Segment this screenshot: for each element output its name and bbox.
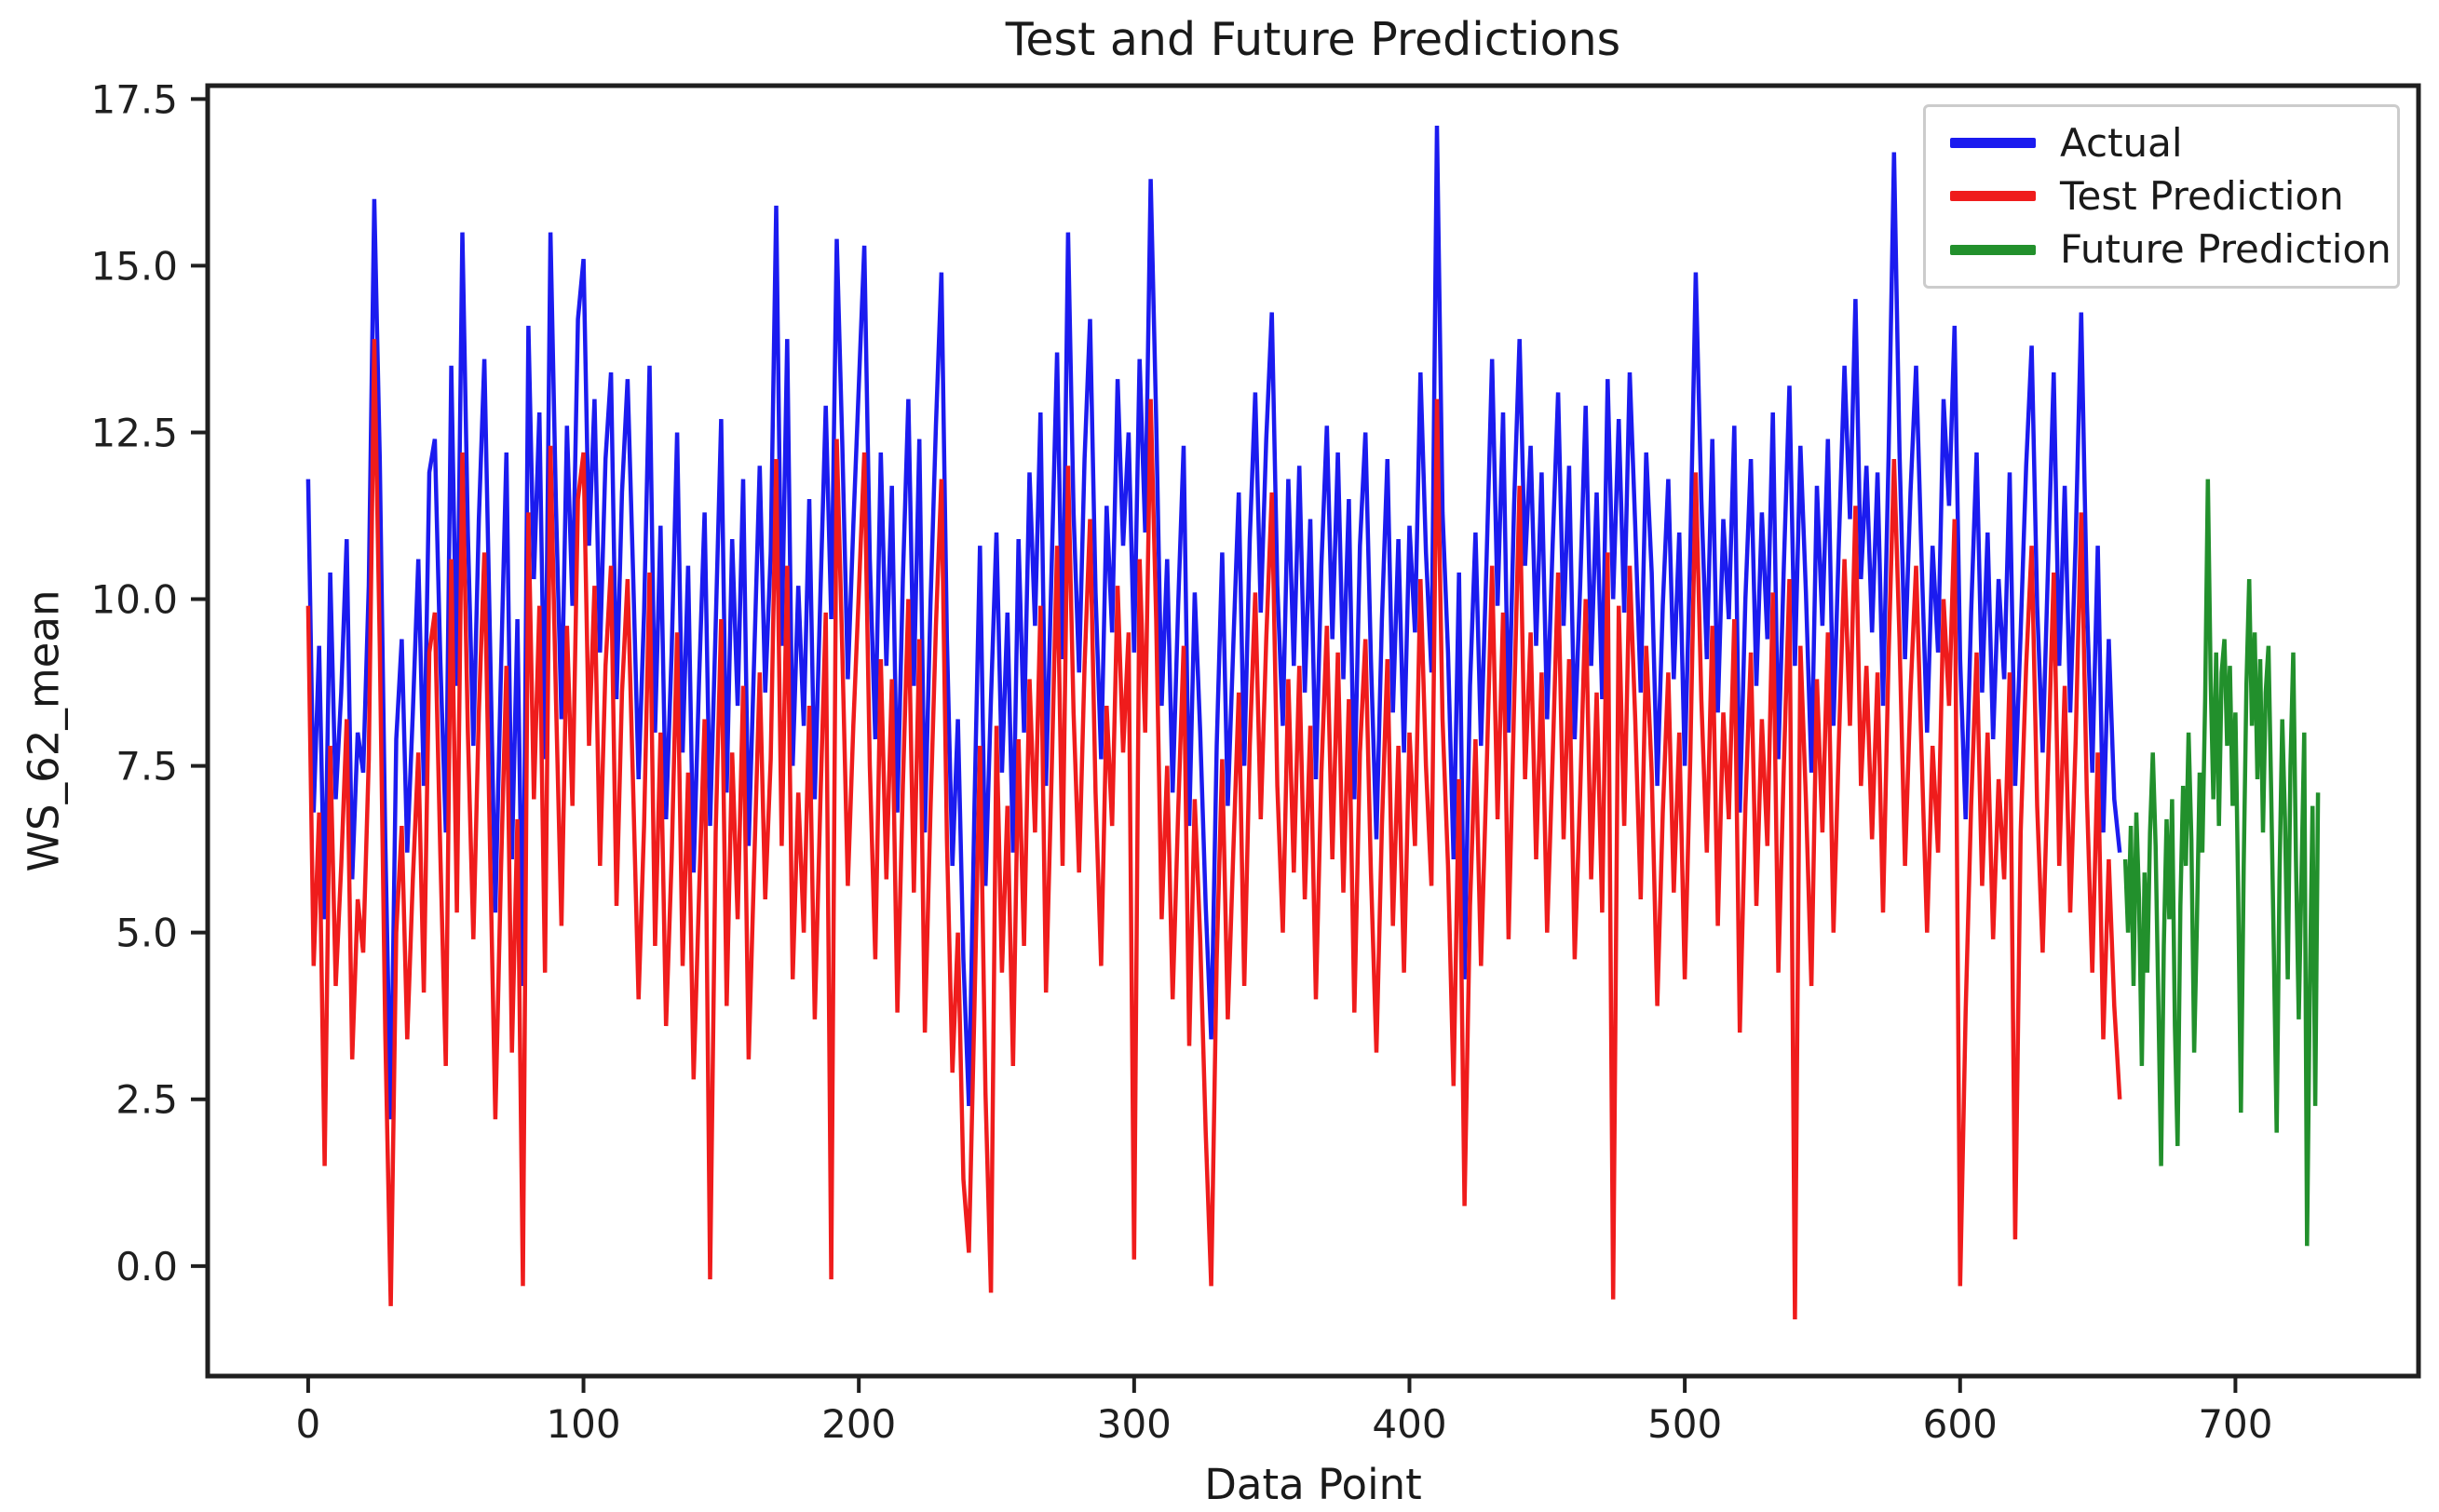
x-tick-label: 600 bbox=[1923, 1401, 1998, 1447]
y-tick-label: 2.5 bbox=[115, 1077, 178, 1123]
chart-title: Test and Future Predictions bbox=[1005, 13, 1621, 66]
future-prediction-series-line bbox=[2122, 479, 2321, 1247]
x-tick-label: 300 bbox=[1097, 1401, 1172, 1447]
y-tick-label: 12.5 bbox=[90, 410, 178, 455]
x-tick-label: 700 bbox=[2198, 1401, 2272, 1447]
x-tick-label: 0 bbox=[296, 1401, 321, 1447]
test-prediction-series-line bbox=[305, 339, 2122, 1320]
y-tick-label: 17.5 bbox=[90, 76, 178, 122]
y-axis-label: WS_62_mean bbox=[19, 589, 69, 872]
x-tick-label: 200 bbox=[821, 1401, 896, 1447]
y-tick-label: 15.0 bbox=[90, 243, 178, 289]
legend-label-test-prediction: Test Prediction bbox=[2060, 172, 2344, 219]
legend-entry-future-prediction: Future Prediction bbox=[1950, 230, 2397, 269]
y-tick-label: 0.0 bbox=[115, 1244, 178, 1289]
y-tick-label: 5.0 bbox=[115, 911, 178, 956]
legend-entry-test-prediction: Test Prediction bbox=[1950, 172, 2397, 219]
actual-series-line bbox=[305, 125, 2122, 1120]
legend-line-test-prediction-icon bbox=[1950, 191, 2036, 202]
x-tick-label: 500 bbox=[1647, 1401, 1722, 1447]
legend-label-actual: Actual bbox=[2060, 119, 2183, 166]
legend-line-future-prediction-icon bbox=[1950, 244, 2036, 255]
y-tick-label: 7.5 bbox=[115, 744, 178, 790]
plot-frame bbox=[205, 83, 2421, 1379]
legend-label-future-prediction: Future Prediction bbox=[2060, 226, 2392, 273]
legend-line-actual-icon bbox=[1950, 138, 2036, 149]
legend-entry-actual: Actual bbox=[1950, 119, 2397, 166]
legend: Actual Test Prediction Future Prediction bbox=[1923, 104, 2400, 289]
y-tick-label: 10.0 bbox=[90, 577, 178, 623]
x-tick-label: 400 bbox=[1372, 1401, 1446, 1447]
x-tick-label: 100 bbox=[546, 1401, 620, 1447]
x-axis-label: Data Point bbox=[1204, 1460, 1422, 1509]
